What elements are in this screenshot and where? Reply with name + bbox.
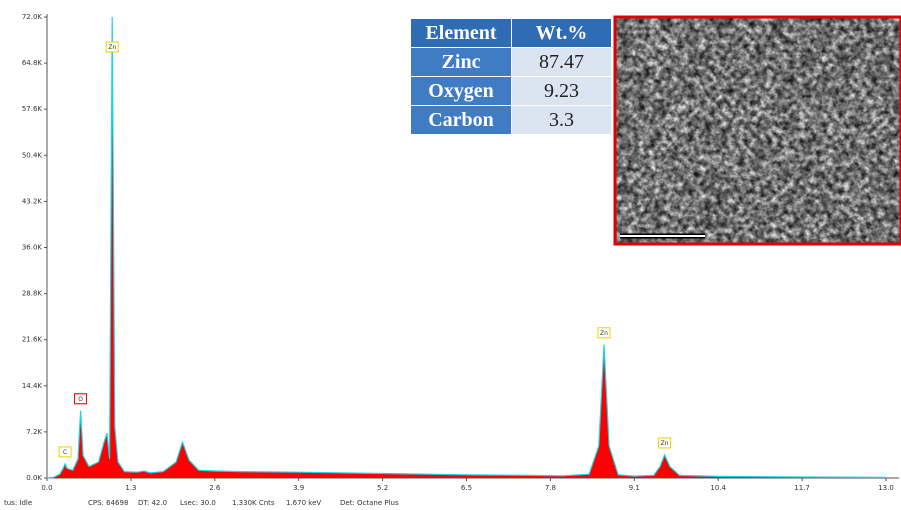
peak-label-text: Zn — [661, 440, 669, 447]
y-tick-label: 0.0K — [26, 474, 42, 482]
status-text: Det: Octane Plus — [340, 499, 399, 507]
peak-label-text: C — [63, 449, 67, 456]
peak-label-text: Zn — [600, 330, 608, 337]
x-tick-label: 1.3 — [125, 484, 136, 492]
peak-label: C — [59, 447, 71, 457]
y-tick-label: 57.6K — [22, 105, 43, 113]
peak-label: Zn — [659, 438, 671, 448]
x-tick-label: 2.6 — [209, 484, 221, 492]
y-tick-label: 7.2K — [26, 428, 42, 436]
x-tick-label: 9.1 — [629, 484, 640, 492]
y-tick-label: 21.6K — [22, 336, 43, 344]
y-tick-label: 72.0K — [22, 13, 43, 21]
status-text: 1.670 keV — [286, 499, 321, 507]
x-tick-label: 7.8 — [545, 484, 556, 492]
x-tick-label: 11.7 — [794, 484, 810, 492]
value-cell: 9.23 — [512, 77, 612, 106]
header-cell: Wt.% — [512, 19, 612, 48]
status-text: DT: 42.0 — [138, 499, 167, 507]
y-tick-label: 50.4K — [22, 151, 43, 159]
status-text: 1.330K Cnts — [232, 499, 275, 507]
status-text: tus: Idle — [4, 499, 32, 507]
x-tick-label: 0.0 — [41, 484, 52, 492]
element-cell: Carbon — [411, 106, 512, 135]
peak-label: O — [75, 394, 87, 404]
y-tick-label: 64.8K — [22, 59, 43, 67]
x-tick-label: 13.0 — [878, 484, 894, 492]
y-tick-label: 14.4K — [22, 382, 43, 390]
element-cell: Oxygen — [411, 77, 512, 106]
header-cell: Element — [411, 19, 512, 48]
x-tick-label: 5.2 — [377, 484, 388, 492]
element-cell: Zinc — [411, 48, 512, 77]
status-text: Lsec: 30.0 — [180, 499, 216, 507]
y-tick-label: 43.2K — [22, 197, 43, 205]
y-tick-label: 28.8K — [22, 290, 43, 298]
peak-label: Zn — [598, 328, 610, 338]
x-tick-label: 6.5 — [461, 484, 472, 492]
screen: C O Zn Zn Zn 0.0K 7.2K 14.4K 21.6K 28.8K 36.0K 43.… — [0, 0, 901, 510]
x-tick-label: 10.4 — [710, 484, 726, 492]
peak-label: Zn — [106, 42, 118, 52]
value-cell: 3.3 — [512, 106, 612, 135]
peak-label-text: O — [78, 396, 83, 403]
value-cell: 87.47 — [512, 48, 612, 77]
y-tick-label: 36.0K — [22, 244, 43, 252]
peak-label-text: Zn — [108, 44, 116, 51]
status-text: CPS: 64698 — [88, 499, 128, 507]
x-tick-label: 3.9 — [293, 484, 304, 492]
sem-image — [615, 17, 901, 244]
